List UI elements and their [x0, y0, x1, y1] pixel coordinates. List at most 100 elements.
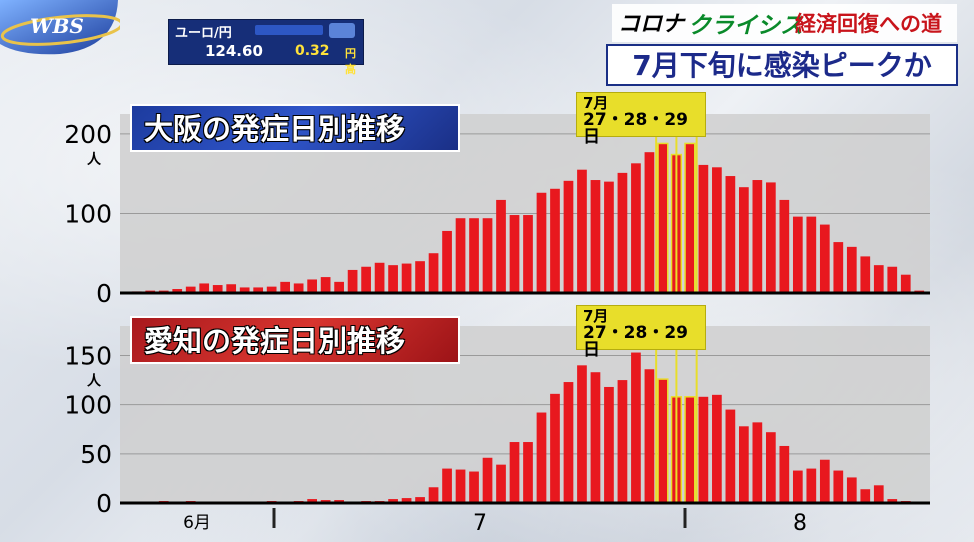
bar	[442, 230, 452, 293]
bar	[496, 199, 506, 293]
bar	[415, 261, 425, 293]
bar	[887, 499, 898, 503]
bar	[752, 422, 763, 503]
bar	[199, 283, 210, 293]
bar	[860, 489, 871, 503]
bar	[739, 187, 749, 293]
bar	[509, 442, 520, 503]
bar	[550, 393, 560, 503]
bar	[293, 283, 304, 293]
bar	[644, 369, 655, 503]
bar	[792, 216, 803, 293]
bar	[550, 188, 560, 293]
bar	[617, 380, 628, 503]
bar	[482, 218, 493, 293]
bar	[374, 262, 385, 293]
bar	[320, 277, 331, 293]
bar	[523, 215, 533, 293]
bar	[280, 281, 291, 293]
bar	[712, 167, 722, 293]
chart-title-osaka: 大阪の発症日別推移	[130, 104, 460, 152]
bar	[428, 253, 439, 293]
bar	[536, 192, 547, 293]
bar	[455, 469, 466, 503]
bar	[415, 497, 425, 503]
bar	[563, 180, 574, 293]
y-tick-label: 0	[96, 279, 112, 308]
bar	[846, 246, 857, 293]
bar	[833, 470, 844, 503]
svg-text:WBS: WBS	[30, 14, 84, 38]
bar-peak	[684, 142, 696, 294]
bar	[860, 256, 871, 293]
bar	[307, 279, 317, 293]
ticker-rate: 124.60	[205, 42, 263, 60]
bar	[577, 169, 587, 293]
bar	[644, 152, 655, 293]
bar	[388, 265, 398, 293]
currency-ticker: ユーロ/円 124.60 0.32 円高	[168, 19, 364, 76]
bar	[792, 470, 803, 503]
bar	[401, 263, 412, 293]
bar	[698, 164, 709, 293]
bar	[752, 180, 763, 293]
bar	[496, 464, 506, 503]
bar	[334, 281, 344, 293]
ticker-change-unit: 円高	[345, 47, 356, 76]
bar	[239, 287, 250, 293]
svg-text:クライシス: クライシス	[688, 13, 803, 39]
bar	[347, 269, 358, 293]
y-tick-label: 100	[64, 391, 112, 420]
series-title: コロナ クライシス 経済回復への道	[612, 4, 957, 42]
bar	[469, 471, 479, 503]
bar	[887, 266, 898, 293]
bar	[455, 218, 466, 293]
bar	[185, 286, 196, 293]
x-axis-label: 7	[473, 511, 487, 536]
bar	[253, 287, 264, 293]
bar	[307, 499, 317, 503]
bar	[536, 412, 547, 503]
bar	[631, 163, 641, 293]
chart-title-aichi: 愛知の発症日別推移	[130, 316, 460, 364]
bar-peak	[657, 142, 669, 294]
bar	[563, 382, 574, 503]
bar-peak	[684, 396, 696, 504]
peak-label-month: 7月	[583, 307, 609, 325]
bar	[779, 199, 790, 293]
bar	[577, 365, 587, 503]
bar	[172, 289, 183, 293]
peak-label-month: 7月	[583, 94, 609, 112]
bar	[604, 386, 614, 503]
x-axis-label: 8	[793, 511, 807, 536]
bar	[523, 442, 533, 503]
bar-peak	[657, 378, 669, 504]
bar	[806, 216, 817, 293]
ticker-label: ユーロ/円	[175, 26, 232, 41]
bar	[725, 176, 736, 293]
y-tick-label: 150	[64, 342, 112, 371]
peak-label-aichi: 7月 27・28・29日	[576, 305, 706, 359]
y-unit-label: 人	[87, 151, 102, 168]
bar	[590, 180, 601, 293]
headline: 7月下旬に感染ピークか	[606, 44, 958, 86]
bar	[226, 284, 237, 293]
bar	[900, 274, 911, 293]
y-tick-label: 0	[96, 489, 112, 518]
peak-label-osaka: 7月 27・28・29日	[576, 92, 706, 146]
y-tick-label: 50	[80, 440, 112, 469]
bar	[873, 485, 884, 503]
bar	[266, 286, 277, 293]
peak-label-days: 27・28・29日	[583, 110, 688, 147]
bar	[765, 182, 776, 293]
bar	[806, 468, 817, 503]
bar	[388, 499, 398, 503]
bar	[442, 468, 452, 503]
bar	[779, 445, 790, 503]
bar	[712, 394, 722, 503]
bar	[631, 352, 641, 503]
bar	[604, 181, 614, 293]
svg-text:コロナ: コロナ	[618, 12, 686, 37]
ticker-badge	[329, 23, 355, 38]
